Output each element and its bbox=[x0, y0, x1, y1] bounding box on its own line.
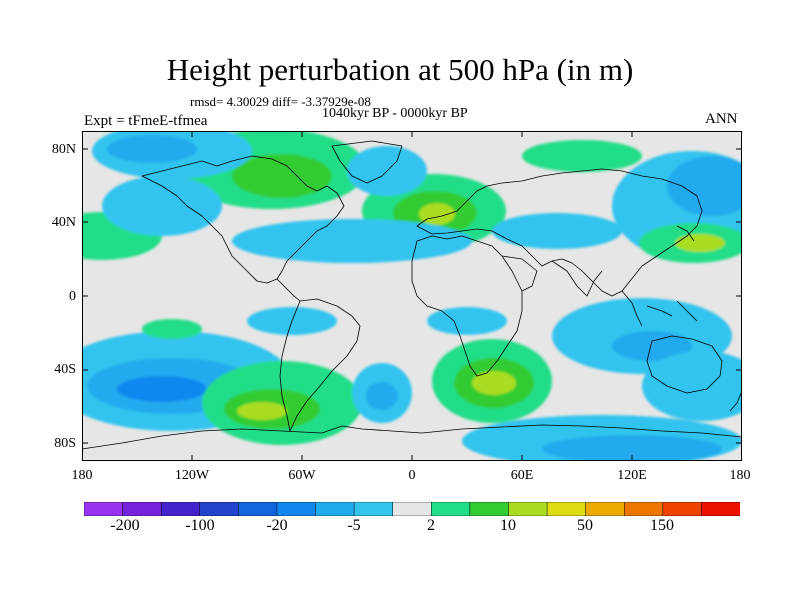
colorbar-label: 10 bbox=[500, 517, 516, 534]
colorbar-swatch bbox=[585, 502, 625, 516]
antarctic-negative-core bbox=[542, 435, 722, 461]
colorbar-swatch bbox=[508, 502, 548, 516]
colorbar bbox=[84, 502, 740, 516]
lon-label-180e: 180 bbox=[729, 468, 751, 483]
tick-marks bbox=[82, 131, 742, 461]
europe-positive-peak bbox=[419, 203, 455, 225]
colorbar-swatch bbox=[238, 502, 278, 516]
lat-label-80s: 80S bbox=[54, 436, 76, 451]
asia-negative-core bbox=[667, 156, 742, 216]
lat-label-40s: 40S bbox=[54, 362, 76, 377]
colorbar-swatch bbox=[546, 502, 587, 516]
lat-label-40n: 40N bbox=[51, 215, 76, 230]
colorbar-label: -20 bbox=[266, 517, 288, 534]
colorbar-swatch bbox=[662, 502, 702, 516]
period-text: 1040kyr BP - 0000kyr BP bbox=[322, 106, 468, 121]
arctic-negative-core bbox=[107, 135, 197, 163]
map-plot bbox=[82, 131, 742, 461]
coastline-north-america bbox=[141, 155, 345, 284]
midlat-negative-band bbox=[232, 219, 472, 263]
coastline-new-zealand bbox=[729, 390, 742, 412]
lon-label-60w: 60W bbox=[288, 468, 316, 483]
colorbar-label: -200 bbox=[110, 517, 140, 534]
lon-label-180w: 180 bbox=[71, 468, 93, 483]
lon-label-120e: 120E bbox=[617, 468, 647, 483]
coastline-southeast-asia bbox=[621, 290, 698, 327]
south-pacific-positive bbox=[142, 319, 202, 339]
coastline-greenland bbox=[331, 140, 403, 184]
stats-text: rmsd= 4.30029 diff= -3.37929e-08 bbox=[190, 94, 371, 109]
lon-label-60e: 60E bbox=[510, 468, 534, 483]
colorbar-swatch bbox=[701, 502, 740, 516]
lon-label-120w: 120W bbox=[174, 468, 210, 483]
tropical-negative-africa bbox=[427, 307, 507, 335]
colorbar-swatch bbox=[353, 502, 394, 516]
coastline-europe bbox=[416, 168, 703, 297]
coastline-central-america bbox=[276, 278, 301, 302]
colorbar-swatch bbox=[199, 502, 239, 516]
lat-label-0: 0 bbox=[69, 289, 76, 304]
coastline-africa bbox=[411, 235, 523, 377]
lat-label-80n: 80N bbox=[51, 142, 76, 157]
japan-positive-core bbox=[675, 234, 725, 252]
colorbar-swatch bbox=[276, 502, 317, 516]
colorbar-label: 150 bbox=[650, 517, 674, 534]
experiment-label: Expt = tFmeE-tfmea bbox=[84, 113, 208, 129]
north-pacific-negative bbox=[102, 176, 222, 236]
colorbar-swatch bbox=[84, 502, 124, 516]
colorbar-swatch bbox=[431, 502, 471, 516]
south-indian-positive-peak bbox=[472, 371, 516, 395]
colorbar-swatch bbox=[469, 502, 510, 516]
colorbar-label: -100 bbox=[185, 517, 215, 534]
lon-label-0: 0 bbox=[408, 468, 416, 483]
colorbar-swatch bbox=[160, 502, 201, 516]
australia-negative bbox=[642, 351, 742, 421]
coastline-antarctica bbox=[82, 424, 742, 450]
south-atlantic-negative-core bbox=[366, 382, 398, 410]
season-label: ANN bbox=[705, 111, 738, 127]
canada-positive-core bbox=[232, 154, 332, 198]
coastline-india bbox=[551, 260, 603, 297]
indian-ocean-negative-core bbox=[612, 331, 692, 361]
coastlines bbox=[82, 140, 742, 450]
colorbar-label: 50 bbox=[577, 517, 593, 534]
coastline-australia bbox=[646, 335, 723, 394]
colorbar-swatch bbox=[122, 502, 162, 516]
siberia-positive-region bbox=[522, 140, 642, 172]
colorbar-label: 2 bbox=[427, 517, 435, 534]
coastline-south-america bbox=[279, 298, 361, 432]
colorbar-swatch bbox=[392, 502, 432, 516]
south-pacific-negative-peak bbox=[117, 376, 207, 402]
south-america-positive-peak bbox=[237, 402, 287, 420]
colorbar-label: -5 bbox=[347, 517, 361, 534]
chart-title: Height perturbation at 500 hPa (in m) bbox=[166, 52, 634, 87]
colorbar-swatch bbox=[623, 502, 664, 516]
colorbar-swatch bbox=[315, 502, 355, 516]
coastline-arabia bbox=[501, 255, 538, 292]
central-asia-negative bbox=[492, 213, 622, 249]
coastline-japan bbox=[676, 225, 695, 242]
